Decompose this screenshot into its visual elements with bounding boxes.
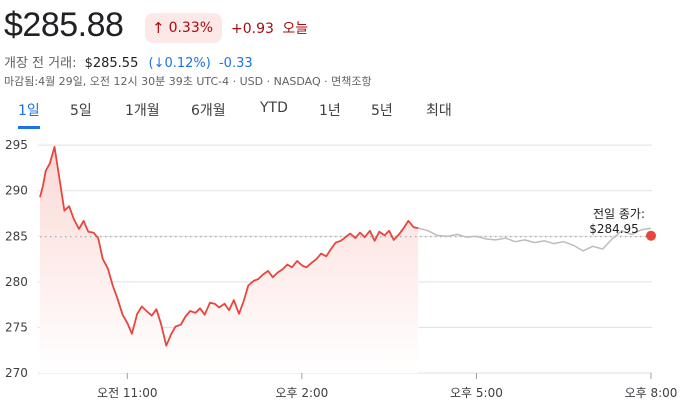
tab-6m[interactable]: 6개월 — [191, 103, 226, 119]
y-axis-ticks: 270 275 280 285 290 295 — [5, 138, 28, 380]
x-axis-ticks: 오전 11:00 오후 2:00 오후 5:00 오후 8:00 — [97, 373, 677, 400]
price-chart: 270 275 280 285 290 295 오전 11:00 오후 2:00 오후 5:0… — [5, 138, 677, 400]
premarket-row: 개장 전 거래: $285.55 (↓0.12%) -0.33 — [4, 52, 253, 71]
previous-close-value: $284.95 — [589, 222, 639, 236]
tab-ytd[interactable]: YTD — [260, 100, 288, 116]
market-closed-info: 마감됨:4월 29일, 오전 12시 30분 39초 UTC-4 · USD ·… — [4, 75, 372, 88]
x-tick-label: 오후 2:00 — [275, 386, 328, 400]
y-tick-label: 275 — [5, 320, 28, 334]
y-tick-label: 295 — [5, 138, 28, 152]
premarket-price: $285.55 — [84, 56, 139, 71]
tab-1y[interactable]: 1년 — [319, 103, 341, 119]
y-tick-label: 290 — [5, 184, 28, 198]
current-price: $285.88 — [4, 6, 124, 44]
tab-1m[interactable]: 1개월 — [125, 103, 160, 119]
arrow-up-icon: ↑ — [152, 19, 165, 37]
y-tick-label: 270 — [5, 366, 28, 380]
premarket-label: 개장 전 거래: — [4, 56, 77, 71]
x-tick-label: 오후 5:00 — [450, 386, 503, 400]
x-tick-label: 오전 11:00 — [97, 386, 157, 400]
change-percent-badge: ↑ 0.33% — [145, 13, 223, 43]
previous-close-dot — [646, 230, 656, 241]
change-absolute: +0.93 오늘 — [231, 18, 308, 38]
change-period: 오늘 — [282, 21, 309, 37]
tab-5y[interactable]: 5년 — [371, 103, 393, 119]
premarket-change: -0.33 — [218, 56, 253, 71]
tab-5d[interactable]: 5일 — [70, 103, 92, 119]
change-absolute-value: +0.93 — [231, 21, 274, 37]
tab-max[interactable]: 최대 — [426, 103, 452, 119]
change-percent: 0.33% — [168, 20, 214, 36]
tab-1d[interactable]: 1일 — [18, 100, 40, 129]
y-tick-label: 280 — [5, 275, 28, 289]
range-tabs: 1일 5일 1개월 6개월 YTD 1년 5년 최대 — [0, 100, 680, 130]
x-tick-label: 오후 8:00 — [625, 386, 678, 400]
regular-area-fill — [40, 146, 419, 373]
regular-price-line — [39, 146, 419, 347]
y-tick-label: 285 — [5, 229, 28, 243]
previous-close-label: 전일 종가: — [593, 207, 645, 221]
after-hours-line — [418, 227, 652, 252]
premarket-percent: (↓0.12%) — [148, 56, 211, 71]
